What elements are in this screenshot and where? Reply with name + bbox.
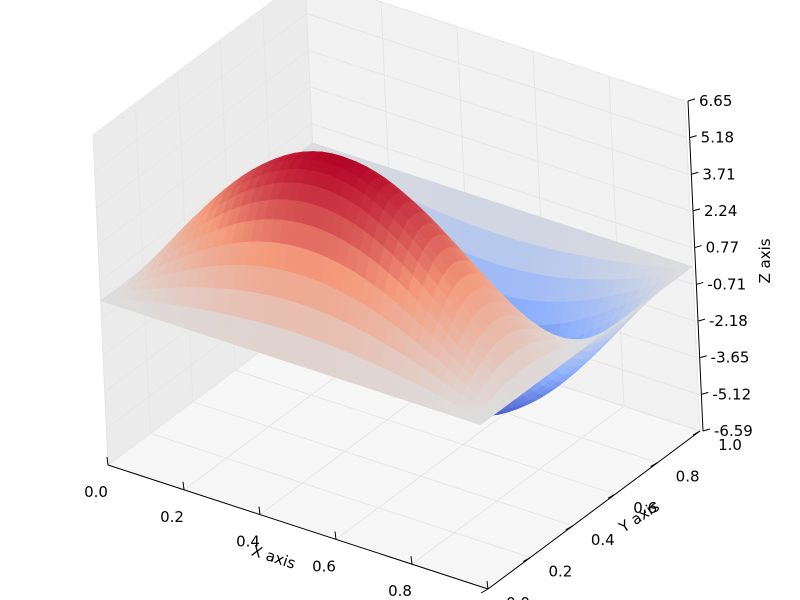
z-tick — [689, 135, 697, 139]
axis-lines — [107, 100, 704, 590]
y-tick-label: 0.0 — [506, 594, 530, 600]
z-tick — [694, 245, 702, 249]
x-tick — [334, 531, 337, 540]
z-tick-label: -0.71 — [707, 275, 746, 293]
y-tick — [480, 588, 489, 594]
grid-line — [94, 13, 687, 173]
grid-line — [97, 86, 691, 246]
y-tick-label: 0.8 — [676, 468, 700, 486]
z-tick — [697, 318, 706, 322]
z-tick — [701, 391, 709, 395]
y-tick-label: 0.4 — [591, 531, 615, 549]
z-tick-label: -6.59 — [714, 422, 753, 440]
y-axis-line — [487, 430, 701, 590]
z-axis-line — [687, 100, 704, 432]
x-tick-label: 0.2 — [160, 508, 184, 526]
y-tick — [650, 462, 658, 468]
x-tick-label: 0.4 — [236, 533, 260, 551]
z-tick-label: -3.65 — [711, 349, 750, 367]
axis-ticks: 0.00.20.40.60.81.00.00.20.40.60.81.0-6.5… — [84, 92, 753, 600]
grid-line — [96, 49, 689, 209]
z-tick-label: -5.12 — [712, 385, 751, 403]
grid-line — [99, 123, 692, 283]
y-tick — [523, 556, 531, 562]
x-tick-label: 0.6 — [312, 557, 336, 575]
x-tick — [258, 506, 261, 515]
x-tick-label: 0.8 — [388, 582, 412, 600]
surface-patch — [470, 415, 487, 426]
y-tick-label: 0.6 — [633, 499, 657, 517]
z-tick-label: 6.65 — [699, 92, 732, 110]
z-tick-label: 3.71 — [702, 165, 735, 183]
z-tick — [687, 98, 696, 102]
x-tick — [106, 456, 109, 466]
y-tick-label: 0.2 — [548, 562, 572, 580]
y-tick-label: 1.0 — [718, 436, 742, 454]
z-tick — [691, 171, 699, 175]
z-tick-label: 0.77 — [706, 239, 739, 257]
z-tick-label: -2.18 — [709, 312, 748, 330]
x-axis-label: X axis — [249, 542, 298, 573]
z-tick — [699, 355, 707, 359]
y-tick — [607, 493, 616, 499]
grid-line — [92, 0, 686, 136]
surface-plot — [99, 142, 694, 426]
z-axis-label: Z axis — [756, 238, 774, 283]
y-tick — [565, 525, 574, 531]
z-tick-label: 5.18 — [701, 129, 734, 147]
x-tick — [410, 556, 413, 565]
y-tick — [692, 430, 701, 436]
z-tick — [692, 208, 701, 212]
z-tick — [702, 428, 711, 432]
x-tick-label: 0.0 — [84, 483, 108, 501]
z-tick-label: 2.24 — [704, 202, 737, 220]
x-tick — [182, 481, 185, 490]
z-tick — [696, 281, 704, 285]
x-axis-line — [107, 464, 489, 590]
x-tick — [486, 580, 489, 590]
